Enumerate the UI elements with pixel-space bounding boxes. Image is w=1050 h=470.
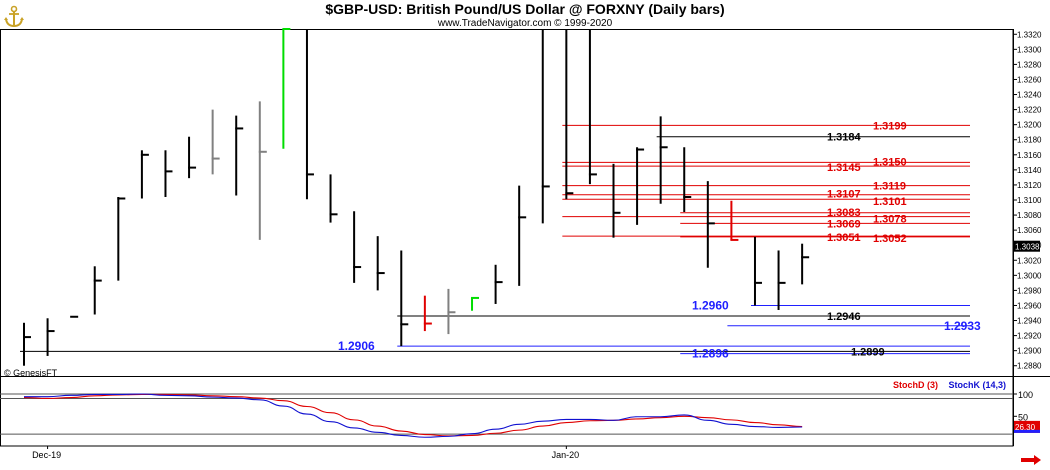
chart-title: $GBP-USD: British Pound/US Dollar @ FORX… (325, 1, 725, 17)
legend-stoch-k: StochK (14,3) (948, 380, 1007, 390)
price-axis-label: 1.3080 (1017, 211, 1042, 220)
red-level-label: 1.3119 (873, 181, 906, 193)
price-axis-label: 1.3020 (1017, 256, 1042, 265)
current-price-label: 1.3038 (1015, 243, 1040, 252)
red-level-label: 1.3150 (873, 156, 907, 168)
price-axis-label: 1.3180 (1017, 136, 1042, 145)
price-axis-label: 1.3160 (1017, 151, 1042, 160)
red-level-label: 1.3078 (873, 214, 907, 226)
price-axis-label: 1.3300 (1017, 45, 1042, 54)
price-axis-label: 1.2940 (1017, 317, 1042, 326)
price-axis-label: 1.2980 (1017, 286, 1042, 295)
price-axis-label: 1.3320 (1017, 30, 1042, 39)
price-axis-label: 1.3140 (1017, 166, 1042, 175)
blue-level-label: 1.2906 (338, 339, 375, 353)
price-axis-label: 1.3240 (1017, 91, 1042, 100)
price-axis-label: 1.3280 (1017, 60, 1042, 69)
price-axis-label: 1.2900 (1017, 347, 1042, 356)
blue-level-label: 1.2960 (692, 298, 729, 312)
blue-level-label: 1.2896 (692, 347, 729, 361)
red-level-label: 1.3052 (873, 233, 907, 245)
anchor-logo-icon[interactable] (3, 5, 25, 29)
red-level-label: 1.3083 (827, 207, 861, 219)
price-axis-label: 1.3060 (1017, 226, 1042, 235)
stochastic-value-label: 26.30 (1015, 423, 1036, 432)
red-level-label: 1.3069 (827, 218, 861, 230)
x-axis-label: Jan-20 (552, 450, 580, 460)
stoch-k-line (24, 393, 803, 438)
stochastic-legend: StochD (3) StochK (14,3) (893, 380, 1006, 390)
price-axis-label: 1.3000 (1017, 271, 1042, 280)
stochastic-axis-label: 100 (1018, 390, 1033, 400)
chart-subtitle: www.TradeNavigator.com © 1999-2020 (437, 18, 613, 29)
price-axis-label: 1.3100 (1017, 196, 1042, 205)
stochastic-axis-label: 50 (1018, 412, 1028, 422)
stochastic-value-badge-strip (1014, 429, 1040, 433)
price-axis-label: 1.3120 (1017, 181, 1042, 190)
price-axis-label: 1.2920 (1017, 332, 1042, 341)
current-price-badge (1014, 240, 1040, 252)
red-level-label: 1.3199 (873, 120, 907, 132)
red-right-arrow-icon[interactable] (1020, 452, 1042, 465)
x-axis-label: Dec-19 (32, 450, 61, 460)
copyright-label: © GenesisFT (4, 368, 58, 378)
red-level-label: 1.3101 (873, 196, 907, 208)
price-axis-label: 1.2960 (1017, 301, 1042, 310)
red-level-label: 1.3145 (827, 162, 861, 174)
black-level-label: 1.2946 (827, 311, 861, 323)
blue-level-label: 1.2933 (944, 319, 981, 333)
price-axis-label: 1.2880 (1017, 362, 1042, 371)
legend-stoch-d: StochD (3) (893, 380, 938, 390)
red-level-label: 1.3051 (827, 232, 861, 244)
black-level-label: 1.3184 (827, 132, 862, 144)
red-level-label: 1.3107 (827, 189, 861, 201)
price-axis-label: 1.3260 (1017, 75, 1042, 84)
black-level-label: 1.2899 (851, 346, 885, 358)
price-axis-label: 1.3220 (1017, 106, 1042, 115)
price-axis-label: 1.3200 (1017, 121, 1042, 130)
chart-frame (0, 29, 1014, 447)
